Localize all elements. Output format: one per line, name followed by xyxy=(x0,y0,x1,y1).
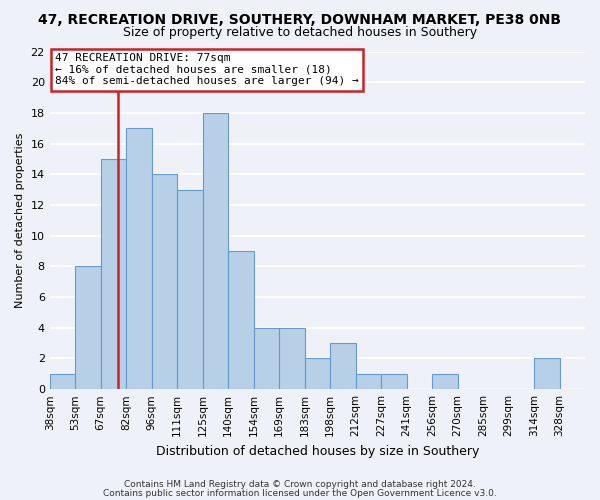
Bar xyxy=(279,328,305,389)
Text: 47 RECREATION DRIVE: 77sqm
← 16% of detached houses are smaller (18)
84% of semi: 47 RECREATION DRIVE: 77sqm ← 16% of deta… xyxy=(55,53,359,86)
X-axis label: Distribution of detached houses by size in Southery: Distribution of detached houses by size … xyxy=(155,444,479,458)
Bar xyxy=(126,128,152,389)
Bar xyxy=(101,159,126,389)
Bar xyxy=(203,113,228,389)
Text: Contains HM Land Registry data © Crown copyright and database right 2024.: Contains HM Land Registry data © Crown c… xyxy=(124,480,476,489)
Text: 47, RECREATION DRIVE, SOUTHERY, DOWNHAM MARKET, PE38 0NB: 47, RECREATION DRIVE, SOUTHERY, DOWNHAM … xyxy=(38,12,562,26)
Text: Contains public sector information licensed under the Open Government Licence v3: Contains public sector information licen… xyxy=(103,488,497,498)
Bar xyxy=(330,343,356,389)
Bar xyxy=(381,374,407,389)
Bar xyxy=(152,174,177,389)
Bar xyxy=(432,374,458,389)
Bar xyxy=(534,358,560,389)
Bar xyxy=(177,190,203,389)
Bar xyxy=(75,266,101,389)
Text: Size of property relative to detached houses in Southery: Size of property relative to detached ho… xyxy=(123,26,477,39)
Bar xyxy=(305,358,330,389)
Bar xyxy=(254,328,279,389)
Y-axis label: Number of detached properties: Number of detached properties xyxy=(15,132,25,308)
Bar xyxy=(356,374,381,389)
Bar xyxy=(50,374,75,389)
Bar xyxy=(228,251,254,389)
